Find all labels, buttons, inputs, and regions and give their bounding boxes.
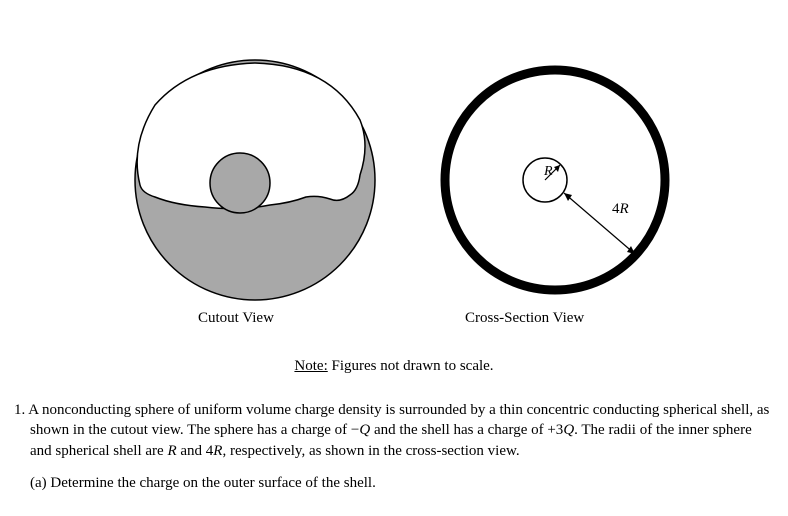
cross-section-view-group: R 4R: [445, 70, 665, 290]
note-rest: Figures not drawn to scale.: [328, 358, 494, 374]
question-text: A nonconducting sphere of uniform volume…: [28, 402, 769, 459]
physics-diagram: R 4R: [0, 0, 788, 310]
fourR-label: 4R: [612, 201, 629, 217]
diagram-labels-row: Cutout View Cross-Section View: [0, 310, 788, 340]
note-line: Note: Figures not drawn to scale.: [0, 358, 788, 375]
question-body: 1. A nonconducting sphere of uniform vol…: [14, 400, 774, 461]
R-label: R: [543, 164, 553, 179]
question-number: 1.: [14, 402, 28, 418]
question-block: 1. A nonconducting sphere of uniform vol…: [0, 375, 788, 493]
cross-section-view-label: Cross-Section View: [465, 310, 584, 327]
cutout-view-group: [135, 60, 375, 300]
note-prefix: Note:: [294, 358, 327, 374]
diagram-svg: R 4R: [0, 25, 788, 315]
question-part-a: (a) Determine the charge on the outer su…: [14, 473, 774, 493]
cutout-view-label: Cutout View: [198, 310, 274, 327]
